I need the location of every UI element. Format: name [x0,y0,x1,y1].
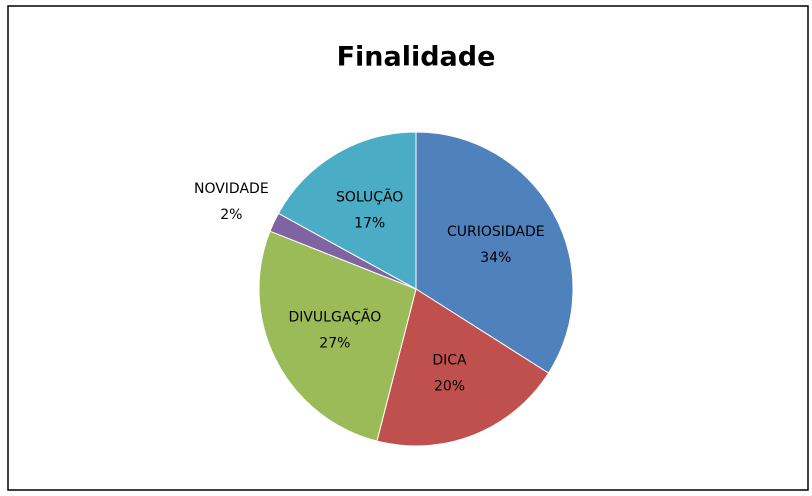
slice-value-label: 27% [319,335,350,351]
slice-category-label: DICA [432,353,467,369]
pie-slice [415,131,574,374]
slice-category-label: CURIOSIDADE [447,224,545,240]
pie-slice [376,288,550,447]
pie-slice [258,230,417,442]
slice-value-label: 2% [220,207,242,223]
slice-category-label: DIVULGAÇÃO [288,308,381,325]
chart-title: Finalidade [337,42,496,73]
slice-value-label: 20% [434,379,465,395]
slice-category-label: NOVIDADE [194,181,269,197]
slice-value-label: 34% [480,250,511,266]
slice-category-label: SOLUÇÃO [336,189,403,206]
pie-slice [277,131,417,290]
slice-value-label: 17% [354,216,385,232]
